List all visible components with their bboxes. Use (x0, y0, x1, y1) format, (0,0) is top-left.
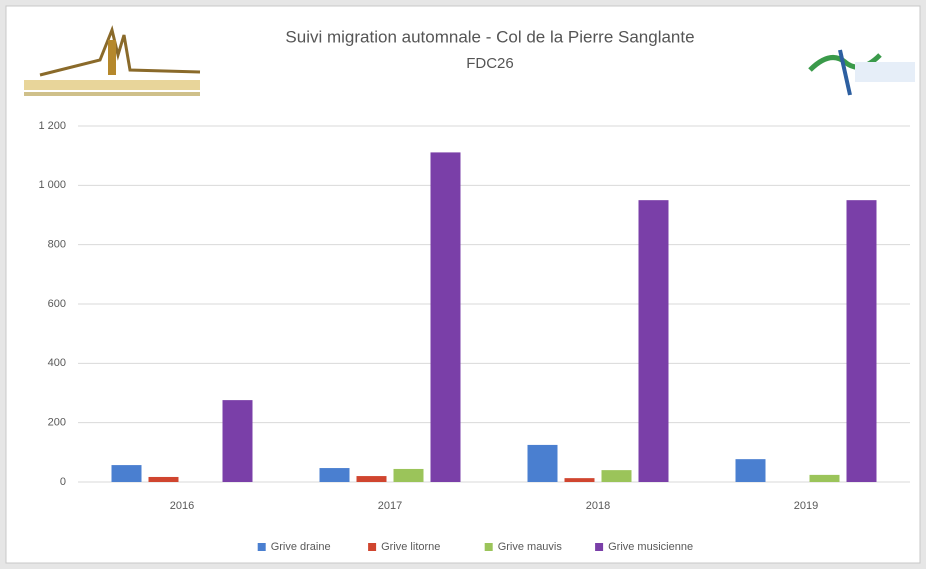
bar (148, 476, 179, 482)
x-tick-label: 2017 (378, 500, 402, 512)
legend-label: Grive mauvis (498, 541, 563, 553)
bar (356, 476, 387, 482)
y-tick-label: 1 000 (38, 179, 66, 191)
x-tick-label: 2018 (586, 500, 610, 512)
legend-label: Grive litorne (381, 541, 440, 553)
bar (222, 400, 253, 482)
bar (601, 470, 632, 482)
legend-label: Grive draine (271, 541, 331, 553)
left-logo (24, 25, 201, 96)
y-tick-label: 400 (48, 357, 66, 369)
right-logo (808, 49, 915, 96)
bar (735, 459, 766, 482)
legend-label: Grive musicienne (608, 541, 693, 553)
legend-swatch (368, 543, 377, 551)
legend-swatch (595, 543, 604, 551)
y-tick-label: 800 (48, 239, 66, 251)
legend-swatch (257, 543, 266, 551)
y-tick-label: 200 (48, 417, 66, 429)
y-tick-label: 1 200 (38, 120, 66, 132)
y-tick-label: 0 (60, 476, 66, 488)
bar (393, 468, 424, 482)
y-tick-label: 600 (48, 298, 66, 310)
bar (527, 444, 558, 482)
bar (846, 200, 877, 482)
chart-subtitle: FDC26 (466, 55, 514, 72)
bar (809, 474, 840, 482)
legend-swatch (484, 543, 493, 551)
chart-frame (5, 5, 921, 564)
bar (111, 465, 142, 482)
bar (430, 152, 461, 483)
bar (319, 468, 350, 482)
bar (638, 200, 669, 482)
chart-title: Suivi migration automnale - Col de la Pi… (285, 27, 694, 46)
bar (564, 478, 595, 482)
x-tick-label: 2016 (170, 500, 194, 512)
x-tick-label: 2019 (794, 500, 818, 512)
